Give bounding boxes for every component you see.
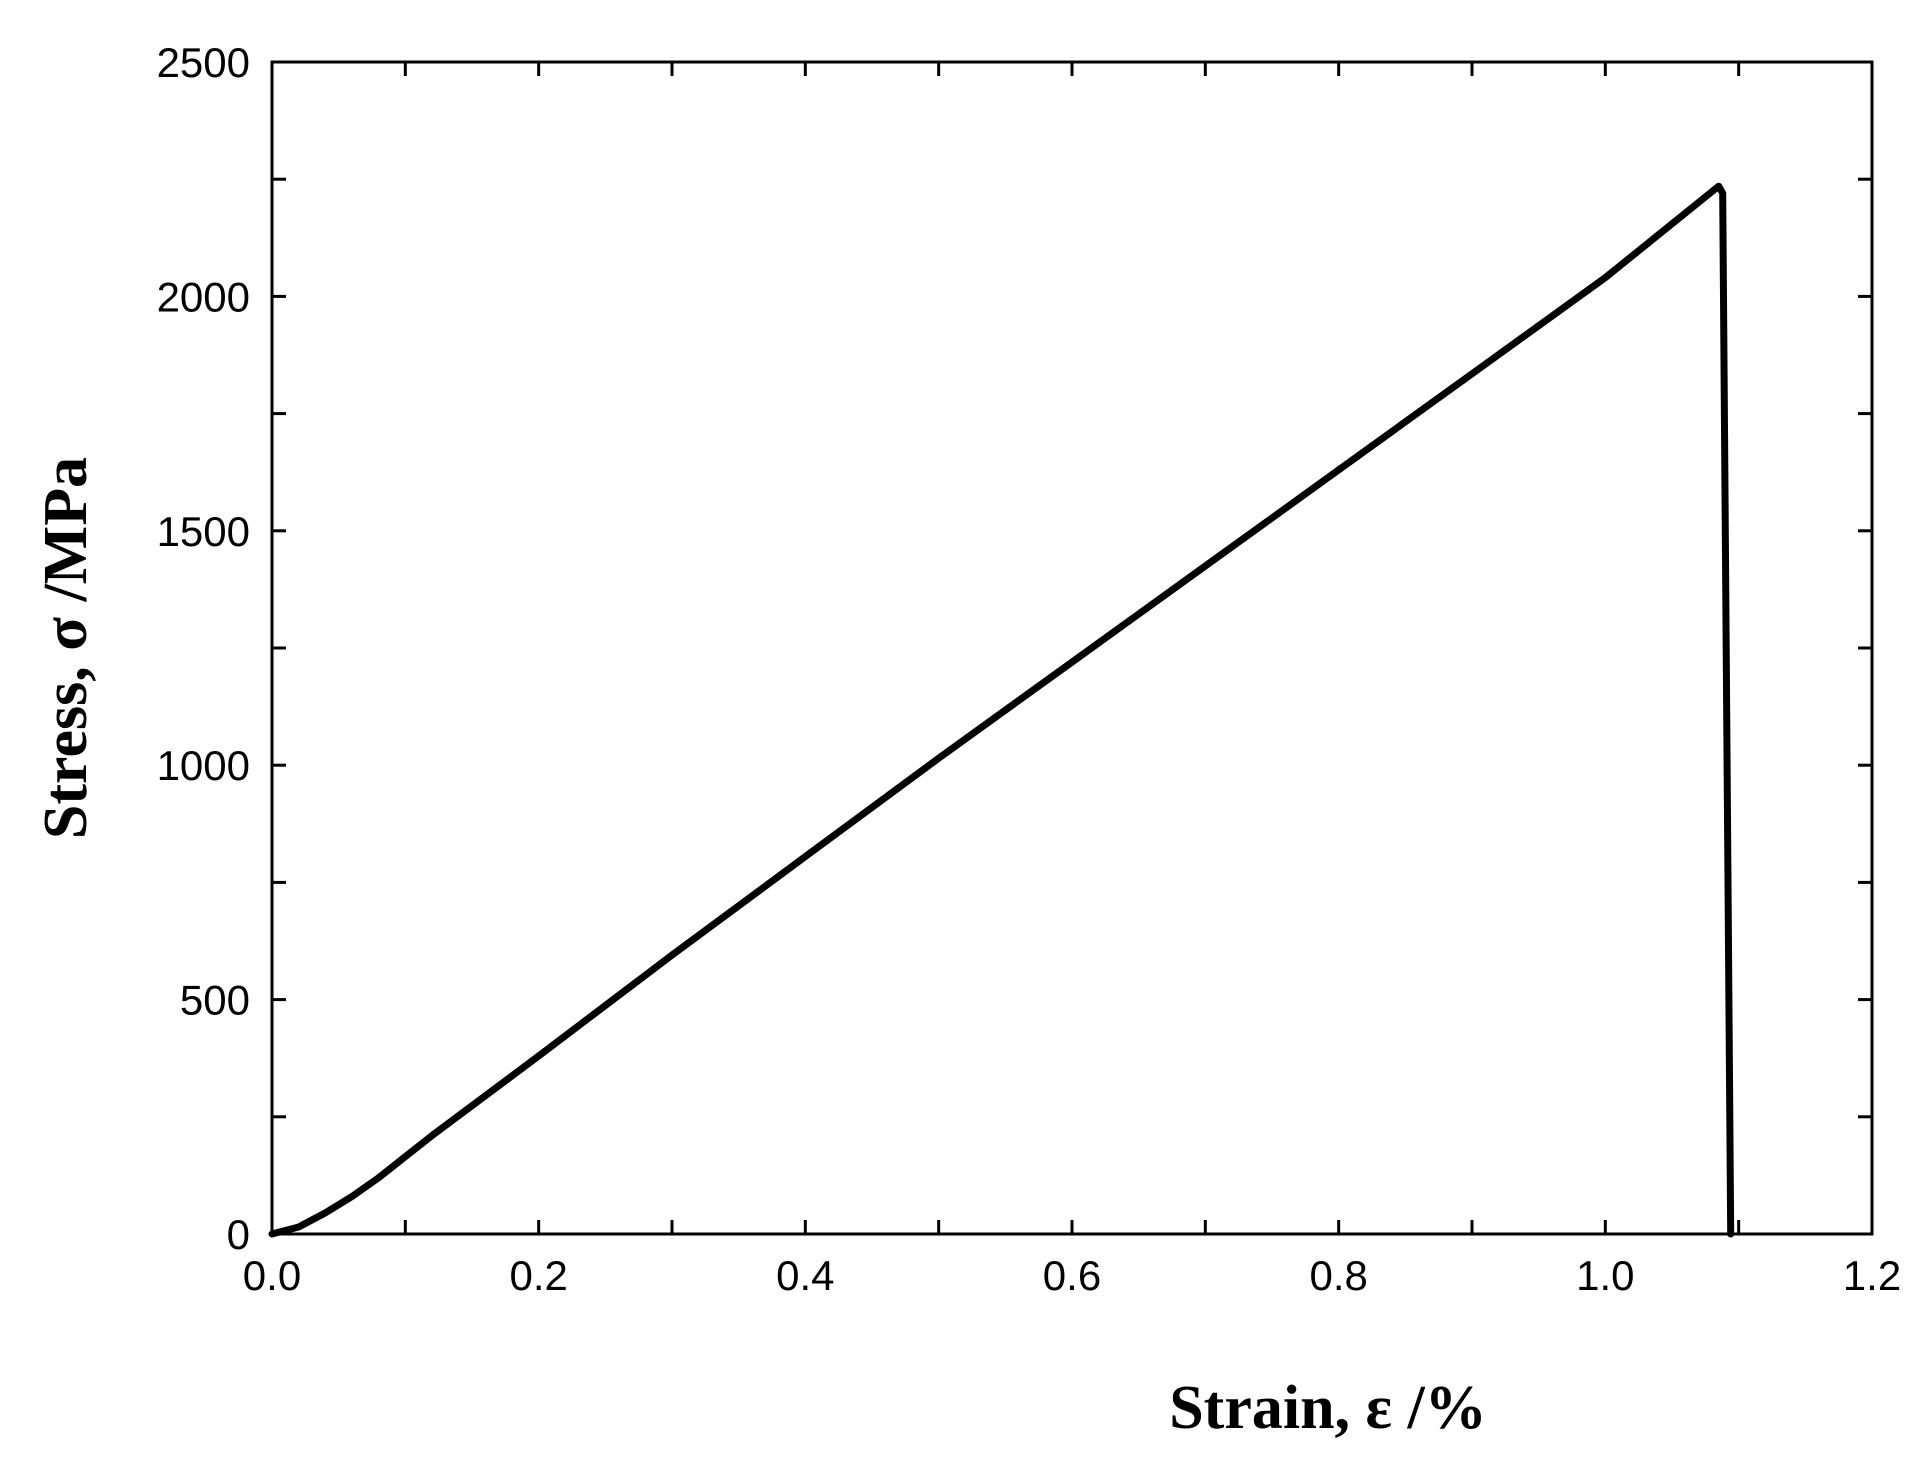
x-tick-label: 1.0 bbox=[1576, 1252, 1634, 1299]
y-axis-tick-labels: 0 500 1000 1500 2000 2500 bbox=[157, 39, 250, 1258]
y-tick-label: 500 bbox=[180, 977, 250, 1024]
series-line bbox=[268, 182, 1735, 1238]
x-tick-label: 0.0 bbox=[243, 1252, 301, 1299]
x-tick-label: 0.2 bbox=[509, 1252, 567, 1299]
x-axis-title: Strain, ε /% bbox=[1169, 1374, 1487, 1442]
x-axis-tick-labels: 0.0 0.2 0.4 0.6 0.8 1.0 1.2 bbox=[243, 1252, 1901, 1299]
x-tick-label: 0.6 bbox=[1043, 1252, 1101, 1299]
x-tick-label: 0.8 bbox=[1309, 1252, 1367, 1299]
y-axis-title: Stress, σ /MPa bbox=[32, 457, 100, 839]
y-axis-ticks bbox=[272, 60, 1872, 1236]
y-tick-label: 1500 bbox=[157, 508, 250, 555]
y-tick-label: 0 bbox=[227, 1211, 250, 1258]
plot-frame bbox=[270, 60, 1874, 1236]
x-tick-label: 0.4 bbox=[776, 1252, 834, 1299]
y-tick-label: 1000 bbox=[157, 742, 250, 789]
y-tick-label: 2000 bbox=[157, 273, 250, 320]
series-layer bbox=[268, 182, 1735, 1238]
x-axis-ticks bbox=[270, 62, 1874, 1234]
x-tick-label: 1.2 bbox=[1843, 1252, 1901, 1299]
y-tick-label: 2500 bbox=[157, 39, 250, 86]
